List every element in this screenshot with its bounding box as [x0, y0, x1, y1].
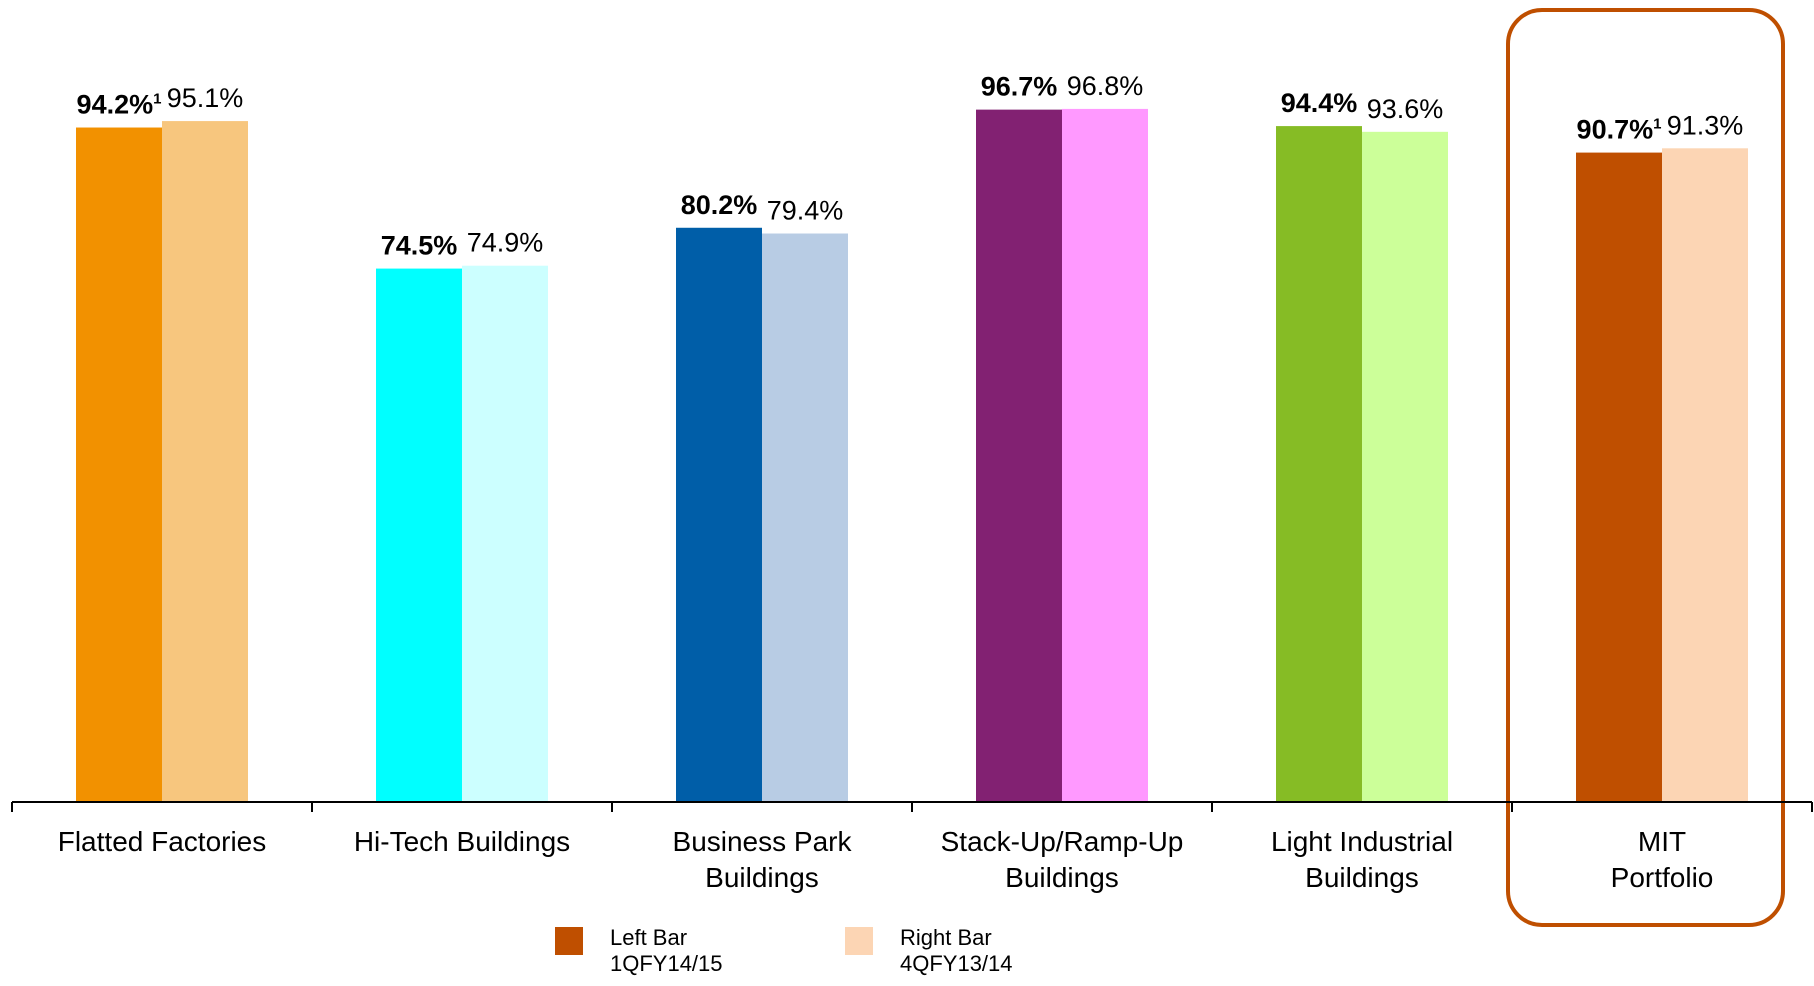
bar-left — [1576, 152, 1662, 802]
category-label: MIT — [1638, 826, 1686, 857]
data-label-right: 96.8% — [1067, 71, 1144, 101]
category-label: Hi-Tech Buildings — [354, 826, 570, 857]
legend-right-period: 4QFY13/14 — [900, 951, 1013, 976]
data-label-left: 94.4% — [1281, 88, 1358, 118]
legend-swatch-right — [845, 927, 873, 955]
bar-right — [162, 121, 248, 803]
legend-swatch-left — [555, 927, 583, 955]
bar-right — [1062, 108, 1148, 803]
bar-left — [1276, 126, 1362, 802]
data-label-left: 74.5% — [381, 231, 458, 261]
legend-left-label: Left Bar — [610, 925, 688, 950]
category-label: Buildings — [1005, 862, 1119, 893]
bar-left — [376, 268, 462, 803]
category-label: Light Industrial — [1271, 826, 1453, 857]
data-label-left: 94.2%1 — [77, 90, 162, 120]
data-label-right: 79.4% — [767, 195, 844, 225]
data-label-right: 93.6% — [1367, 94, 1444, 124]
bar-right — [462, 265, 548, 802]
data-label-right: 91.3% — [1667, 110, 1744, 140]
bar-left — [976, 109, 1062, 803]
data-label-right: 74.9% — [467, 228, 544, 258]
data-label-right: 95.1% — [167, 83, 244, 113]
highlight-frame — [1506, 8, 1785, 927]
bar-left — [76, 127, 162, 802]
bar-right — [1362, 131, 1448, 803]
category-label: Buildings — [1305, 862, 1419, 893]
bar-right — [1662, 148, 1748, 803]
data-label-left: 90.7%1 — [1577, 115, 1662, 145]
data-label-left: 96.7% — [981, 72, 1058, 102]
category-label: Stack-Up/Ramp-Up — [941, 826, 1184, 857]
data-label-left: 80.2% — [681, 190, 758, 220]
legend-right-label: Right Bar — [900, 925, 992, 950]
legend-left-period: 1QFY14/15 — [610, 951, 723, 976]
category-label: Buildings — [705, 862, 819, 893]
category-label: Flatted Factories — [58, 826, 267, 857]
bar-left — [676, 227, 762, 802]
category-label: Portfolio — [1611, 862, 1714, 893]
bar-right — [762, 233, 848, 803]
category-label: Business Park — [673, 826, 853, 857]
